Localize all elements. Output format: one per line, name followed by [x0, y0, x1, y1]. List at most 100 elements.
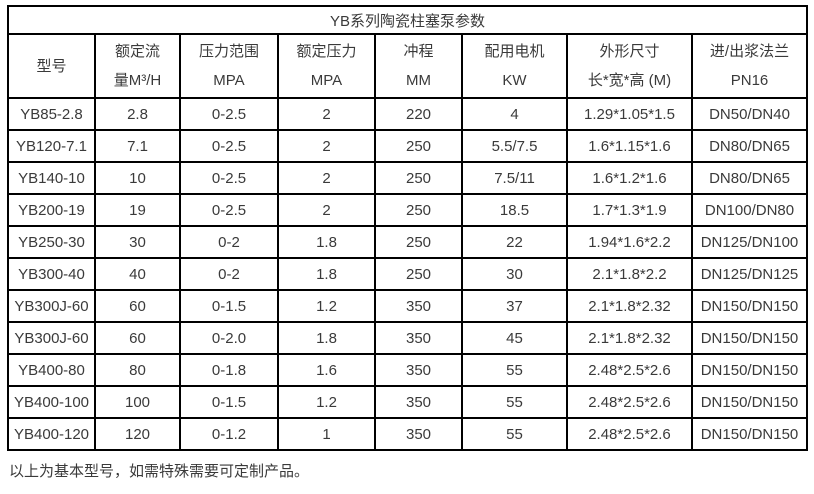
table-cell: 37: [461, 289, 568, 323]
table-cell: DN150/DN150: [690, 321, 809, 355]
table-cell: DN125/DN100: [690, 225, 809, 259]
column-header: 进/出浆法兰 PN16: [690, 33, 809, 99]
table-cell: 2.48*2.5*2.6: [566, 353, 693, 387]
pump-spec-table: YB系列陶瓷柱塞泵参数 型号 额定流 量M³/H 压力范围 MPA 额定压力 MPA 冲程 MM…: [6, 5, 809, 451]
table-row: YB200-19 19 0-2.5 2 250 18.5 1.7*1.3*1.9 DN100/…: [7, 193, 809, 227]
table-cell: 2: [277, 161, 376, 195]
table-cell: YB200-19: [7, 193, 96, 227]
table-cell: 1.6*1.2*1.6: [566, 161, 693, 195]
table-cell: 1.6: [277, 353, 376, 387]
table-cell: 0-1.5: [179, 385, 279, 419]
table-cell: DN100/DN80: [690, 193, 809, 227]
table-cell: 100: [94, 385, 181, 419]
footer-note: 以上为基本型号，如需特殊需要可定制产品。: [9, 463, 310, 480]
table-cell: 350: [374, 385, 463, 419]
table-title: YB系列陶瓷柱塞泵参数: [6, 5, 809, 35]
table-cell: 1.8: [277, 321, 376, 355]
spec-sheet: YB系列陶瓷柱塞泵参数 型号 额定流 量M³/H 压力范围 MPA 额定压力 MPA 冲程 MM…: [6, 5, 809, 481]
table-cell: 220: [374, 97, 463, 131]
table-cell: 120: [94, 417, 181, 451]
column-header-line: 外形尺寸: [599, 43, 660, 60]
table-row: YB300J-60 60 0-2.0 1.8 350 45 2.1*1.8*2.32 DN15…: [7, 321, 809, 355]
table-cell: DN125/DN125: [690, 257, 809, 291]
table-cell: YB300J-60: [7, 289, 96, 323]
column-header-line: MPA: [213, 72, 245, 89]
table-cell: YB400-80: [7, 353, 96, 387]
header-row: 型号 额定流 量M³/H 压力范围 MPA 额定压力 MPA 冲程 MM 配用电机 KW 外形尺寸 长*…: [7, 33, 809, 99]
column-header: 型号: [7, 33, 96, 99]
table-cell: 55: [461, 417, 568, 451]
table-cell: 0-1.2: [179, 417, 279, 451]
title-row: YB系列陶瓷柱塞泵参数: [6, 5, 809, 35]
table-cell: 250: [374, 193, 463, 227]
table-row: YB400-120 120 0-1.2 1 350 55 2.48*2.5*2.6 DN150…: [7, 417, 809, 451]
table-cell: 1.8: [277, 225, 376, 259]
table-cell: YB400-100: [7, 385, 96, 419]
column-header-line: 长*宽*高 (M): [587, 72, 672, 89]
table-cell: 2.1*1.8*2.32: [566, 289, 693, 323]
table-cell: 22: [461, 225, 568, 259]
table-cell: 4: [461, 97, 568, 131]
table-cell: 1.2: [277, 289, 376, 323]
table-cell: 40: [94, 257, 181, 291]
column-header: 冲程 MM: [374, 33, 463, 99]
table-cell: 19: [94, 193, 181, 227]
table-cell: 0-2.0: [179, 321, 279, 355]
table-row: YB85-2.8 2.8 0-2.5 2 220 4 1.29*1.05*1.5 DN50/D…: [7, 97, 809, 131]
table-cell: 0-2.5: [179, 161, 279, 195]
table-cell: 350: [374, 321, 463, 355]
table-cell: 350: [374, 417, 463, 451]
table-cell: 0-1.5: [179, 289, 279, 323]
table-head: YB系列陶瓷柱塞泵参数 型号 额定流 量M³/H 压力范围 MPA 额定压力 MPA 冲程 MM…: [6, 5, 809, 99]
table-cell: 0-2.5: [179, 129, 279, 163]
table-cell: 60: [94, 321, 181, 355]
column-header: 额定流 量M³/H: [94, 33, 181, 99]
table-cell: 1.6*1.15*1.6: [566, 129, 693, 163]
table-cell: DN80/DN65: [690, 161, 809, 195]
column-header-line: 进/出浆法兰: [709, 43, 790, 60]
table-cell: 1: [277, 417, 376, 451]
table-cell: 250: [374, 129, 463, 163]
table-cell: DN150/DN150: [690, 289, 809, 323]
table-cell: 250: [374, 225, 463, 259]
table-cell: YB120-7.1: [7, 129, 96, 163]
table-cell: 350: [374, 289, 463, 323]
table-cell: 55: [461, 385, 568, 419]
table-cell: 0-2.5: [179, 193, 279, 227]
table-cell: DN150/DN150: [690, 385, 809, 419]
table-cell: 0-1.8: [179, 353, 279, 387]
table-cell: 30: [461, 257, 568, 291]
table-cell: DN150/DN150: [690, 417, 809, 451]
column-header-line: PN16: [730, 72, 769, 89]
table-row: YB250-30 30 0-2 1.8 250 22 1.94*1.6*2.2 DN125/D…: [7, 225, 809, 259]
table-cell: 250: [374, 161, 463, 195]
table-cell: 2: [277, 129, 376, 163]
table-cell: YB85-2.8: [7, 97, 96, 131]
table-cell: 0-2.5: [179, 97, 279, 131]
table-cell: DN50/DN40: [690, 97, 809, 131]
table-cell: 18.5: [461, 193, 568, 227]
table-cell: YB400-120: [7, 417, 96, 451]
table-cell: 2.1*1.8*2.2: [566, 257, 693, 291]
table-cell: 10: [94, 161, 181, 195]
column-header-line: 冲程: [403, 43, 434, 60]
table-cell: 80: [94, 353, 181, 387]
table-cell: 2.1*1.8*2.32: [566, 321, 693, 355]
table-cell: 250: [374, 257, 463, 291]
column-header-line: 量M³/H: [113, 72, 162, 89]
column-header-line: 额定压力: [296, 43, 357, 60]
table-cell: YB300J-60: [7, 321, 96, 355]
table-cell: 30: [94, 225, 181, 259]
table-cell: 2.48*2.5*2.6: [566, 385, 693, 419]
table-cell: 5.5/7.5: [461, 129, 568, 163]
table-cell: 350: [374, 353, 463, 387]
column-header-line: 压力范围: [198, 43, 259, 60]
table-cell: 55: [461, 353, 568, 387]
table-cell: 7.5/11: [461, 161, 568, 195]
column-header-line: MM: [406, 72, 431, 89]
table-cell: DN150/DN150: [690, 353, 809, 387]
table-cell: 1.2: [277, 385, 376, 419]
table-cell: 45: [461, 321, 568, 355]
table-cell: 0-2: [179, 225, 279, 259]
table-cell: 7.1: [94, 129, 181, 163]
